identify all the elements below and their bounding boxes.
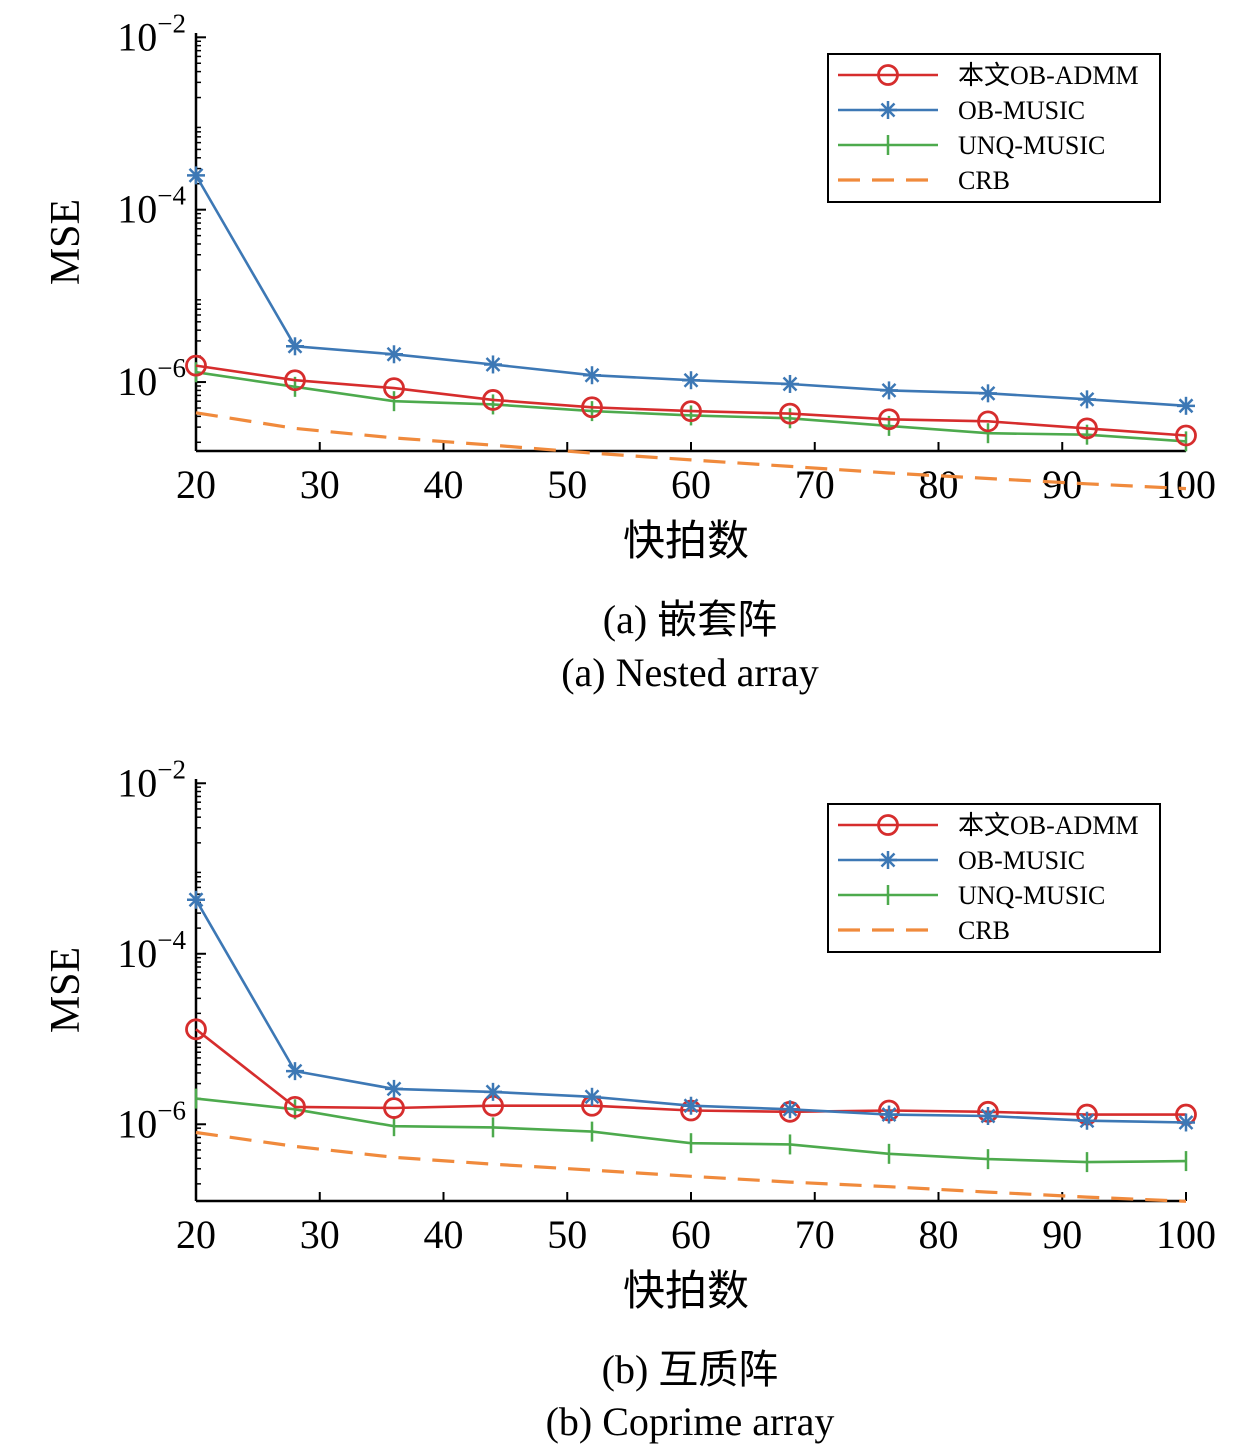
legend-label: OB-MUSIC <box>958 846 1085 875</box>
legend-label: CRB <box>958 916 1010 945</box>
data-point <box>185 1018 207 1041</box>
data-point <box>583 1087 601 1106</box>
data-point <box>1177 1113 1195 1132</box>
data-point <box>284 1095 306 1118</box>
y-axis-title: MSE <box>43 947 89 1033</box>
y-tick-label: 10−2 <box>117 754 186 805</box>
data-point <box>286 1062 304 1081</box>
caption-zh: (b) 互质阵 <box>602 1347 779 1392</box>
series-line <box>195 411 1187 491</box>
legend-marker <box>877 64 899 86</box>
x-tick-label: 40 <box>424 462 464 507</box>
legend-label: 本文OB-ADMM <box>958 61 1139 90</box>
data-point <box>1177 396 1195 415</box>
caption-en: (a) Nested array <box>561 650 819 695</box>
data-point <box>682 1096 700 1115</box>
data-point <box>880 381 898 400</box>
data-point <box>779 402 801 425</box>
data-point <box>185 354 207 377</box>
data-point <box>581 396 603 419</box>
data-point <box>682 371 700 390</box>
data-point <box>878 408 900 431</box>
x-tick-label: 50 <box>547 462 587 507</box>
x-tick-label: 90 <box>1042 462 1082 507</box>
data-point <box>484 1082 502 1101</box>
series-line <box>195 1130 1187 1203</box>
data-point <box>979 1107 997 1126</box>
data-point <box>977 410 999 433</box>
series-ob-admm <box>185 354 1197 447</box>
legend-label: UNQ-MUSIC <box>958 131 1105 160</box>
series-crb <box>195 411 1187 491</box>
data-point <box>979 384 997 403</box>
data-point <box>482 389 504 411</box>
legend-box <box>827 803 1161 953</box>
legend-label: CRB <box>958 166 1010 195</box>
legend-label: OB-MUSIC <box>958 96 1085 125</box>
data-point <box>1076 417 1098 440</box>
data-point <box>286 337 304 356</box>
x-tick-label: 30 <box>300 1212 340 1257</box>
chart-nested-array: 20 30 40 50 60 70 80 90 10010−610−410−2MSE快拍数(a)… <box>43 8 1216 695</box>
y-axis-title: MSE <box>43 199 89 285</box>
caption-en: (b) Coprime array <box>546 1399 835 1444</box>
legend-marker <box>879 101 897 119</box>
y-tick-label: 10−6 <box>117 1095 186 1146</box>
x-tick-label: 60 <box>671 462 711 507</box>
caption-zh: (a) 嵌套阵 <box>603 597 777 642</box>
x-axis-title: 快拍数 <box>623 1269 749 1315</box>
x-tick-label: 100 <box>1156 462 1216 507</box>
data-point <box>187 166 205 185</box>
x-axis-title: 快拍数 <box>623 519 749 565</box>
series-line <box>195 364 1187 437</box>
data-point <box>781 1100 799 1119</box>
x-tick-label: 80 <box>919 462 959 507</box>
x-tick-label: 20 <box>176 462 216 507</box>
legend-label: UNQ-MUSIC <box>958 881 1105 910</box>
data-point <box>385 345 403 364</box>
data-point <box>1078 1111 1096 1130</box>
data-point <box>680 400 702 423</box>
x-tick-label: 30 <box>300 462 340 507</box>
x-tick-label: 50 <box>547 1212 587 1257</box>
legend-marker <box>879 851 897 869</box>
legend-box <box>827 53 1161 203</box>
chart-coprime-array: 20 30 40 50 60 70 80 90 100 10−6 10−4 10−2 MSE 快拍数 (b)… <box>43 754 1216 1444</box>
data-point <box>583 366 601 385</box>
data-point <box>781 374 799 393</box>
data-point <box>385 1079 403 1098</box>
data-point <box>1078 390 1096 409</box>
series-ob-music <box>187 890 1195 1132</box>
data-point <box>880 1105 898 1124</box>
x-tick-label: 100 <box>1156 1212 1216 1257</box>
legend-label: 本文OB-ADMM <box>958 811 1139 840</box>
series-ob-music <box>187 166 1195 415</box>
data-point <box>383 1097 405 1119</box>
x-tick-label: 60 <box>671 1212 711 1257</box>
y-tick-label: 10−4 <box>117 925 186 976</box>
series-crb <box>195 1130 1187 1203</box>
data-point <box>1175 424 1197 447</box>
y-tick-label: 10−6 <box>117 353 186 404</box>
legend: 本文OB-ADMM OB-MUSIC UNQ-MUSIC CRB <box>827 53 1161 203</box>
x-tick-label: 80 <box>919 1212 959 1257</box>
x-tick-label: 20 <box>176 1212 216 1257</box>
y-tick-label: 10−2 <box>117 8 186 59</box>
data-point <box>383 377 405 400</box>
series-unq-music <box>194 362 1188 452</box>
x-tick-label: 90 <box>1042 1212 1082 1257</box>
data-point <box>187 890 205 909</box>
x-tick-label: 70 <box>795 1212 835 1257</box>
data-point <box>484 355 502 374</box>
legend: 本文OB-ADMM OB-MUSIC UNQ-MUSIC CRB <box>827 803 1161 953</box>
y-tick-label: 10−4 <box>117 181 186 232</box>
x-tick-label: 40 <box>424 1212 464 1257</box>
data-point <box>284 369 306 392</box>
legend-marker <box>877 814 899 836</box>
